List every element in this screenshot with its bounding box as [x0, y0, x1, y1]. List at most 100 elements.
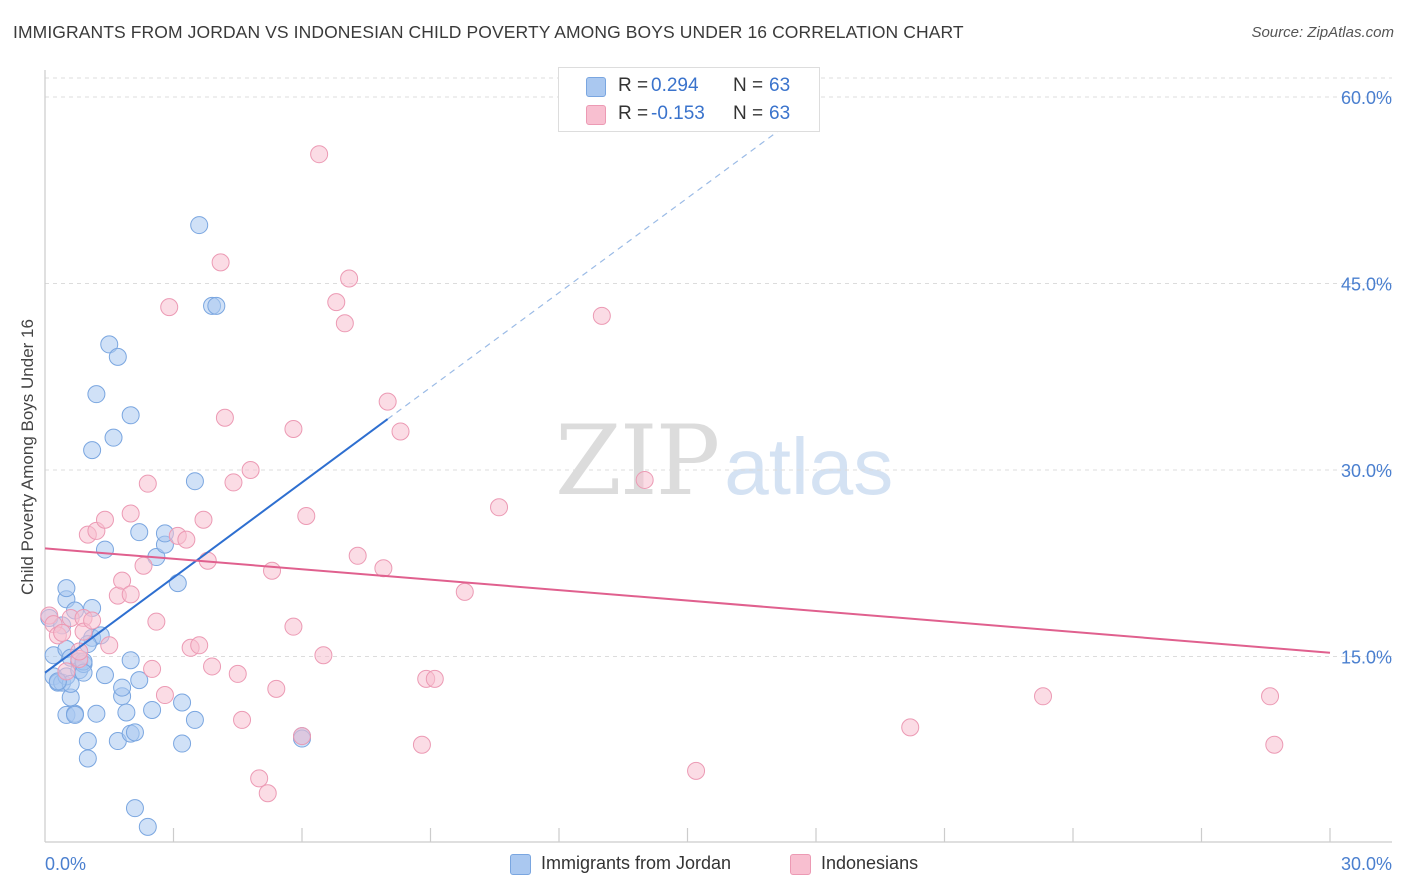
point-indonesians — [310, 145, 329, 164]
point-indonesians — [57, 662, 76, 681]
point-indonesians — [263, 561, 282, 580]
source-label: Source: ZipAtlas.com — [1251, 24, 1394, 41]
point-jordan — [100, 335, 119, 354]
point-indonesians — [250, 769, 269, 788]
point-indonesians — [177, 530, 196, 549]
y-tick-label: 60.0% — [1341, 88, 1392, 108]
trend-line-jordan — [44, 418, 389, 674]
point-jordan — [173, 734, 192, 753]
stats-legend: R = 0.294 N = 63 R = -0.153 N = 63 — [558, 67, 820, 132]
point-jordan — [185, 710, 204, 729]
legend-label-jordan: Immigrants from Jordan — [541, 853, 732, 873]
point-indonesians — [233, 710, 252, 729]
point-indonesians — [95, 510, 114, 529]
point-jordan — [87, 704, 106, 723]
data-points — [40, 145, 1284, 836]
point-jordan — [121, 651, 140, 670]
point-jordan — [168, 574, 187, 593]
stats-row-jordan: R = 0.294 N = 63 — [559, 73, 819, 99]
indonesians-legend-swatch — [790, 854, 811, 875]
n-value: 63 — [769, 75, 791, 96]
point-indonesians — [194, 510, 213, 529]
r-label: R = — [618, 75, 649, 96]
point-jordan — [95, 540, 114, 559]
n-label: N = — [733, 75, 764, 96]
point-indonesians — [155, 686, 174, 705]
point-indonesians — [1034, 687, 1053, 706]
point-indonesians — [267, 679, 286, 698]
point-indonesians — [1265, 735, 1284, 754]
point-indonesians — [314, 646, 333, 665]
jordan-legend-swatch — [510, 854, 531, 875]
point-indonesians — [215, 408, 234, 427]
point-jordan — [83, 441, 102, 460]
trend-lines — [44, 102, 1331, 674]
point-jordan — [57, 579, 76, 598]
point-jordan — [78, 749, 97, 768]
y-tick-label: 30.0% — [1341, 461, 1392, 481]
point-indonesians — [687, 761, 706, 780]
point-jordan — [108, 347, 127, 366]
point-jordan — [125, 799, 144, 818]
watermark-atlas: atlas — [724, 422, 894, 511]
point-indonesians — [211, 253, 230, 272]
point-indonesians — [147, 612, 166, 631]
point-indonesians — [160, 298, 179, 317]
point-indonesians — [901, 718, 920, 737]
point-indonesians — [635, 470, 654, 489]
point-jordan — [138, 817, 157, 836]
point-jordan — [130, 671, 149, 690]
indonesians-swatch — [586, 105, 606, 125]
point-jordan — [130, 523, 149, 542]
point-indonesians — [284, 419, 303, 438]
point-jordan — [125, 723, 144, 742]
point-jordan — [87, 385, 106, 404]
legend-label-indonesians: Indonesians — [821, 853, 919, 873]
point-jordan — [104, 428, 123, 447]
point-indonesians — [490, 498, 509, 517]
point-indonesians — [592, 306, 611, 325]
point-jordan — [143, 700, 162, 719]
point-jordan — [190, 216, 209, 235]
chart-title: IMMIGRANTS FROM JORDAN VS INDONESIAN CHI… — [13, 22, 964, 42]
r-value: 0.294 — [651, 75, 699, 96]
point-indonesians — [1261, 687, 1280, 706]
jordan-swatch — [586, 77, 606, 97]
axes — [44, 70, 1392, 843]
point-indonesians — [378, 392, 397, 411]
point-indonesians — [412, 735, 431, 754]
point-indonesians — [70, 642, 89, 661]
point-indonesians — [391, 422, 410, 441]
point-indonesians — [340, 269, 359, 288]
trend-line-jordan-extension — [387, 102, 817, 420]
tick-labels: 15.0% 30.0% 45.0% 60.0% 0.0% 30.0% — [45, 88, 1392, 874]
point-indonesians — [83, 611, 102, 630]
stats-row-indonesians: R = -0.153 N = 63 — [559, 101, 819, 127]
point-jordan — [207, 296, 226, 315]
point-jordan — [65, 705, 84, 724]
series-legend: Immigrants from Jordan Indonesians — [0, 852, 1406, 878]
point-indonesians — [455, 582, 474, 601]
point-indonesians — [53, 623, 72, 642]
n-label: N = — [733, 103, 764, 124]
point-jordan — [78, 732, 97, 751]
watermark: ZIPatlas — [555, 405, 893, 517]
point-indonesians — [134, 556, 153, 575]
point-indonesians — [348, 546, 367, 565]
grid-lines — [45, 77, 1392, 657]
point-indonesians — [121, 585, 140, 604]
point-jordan — [113, 678, 132, 697]
point-indonesians — [143, 659, 162, 678]
r-label: R = — [618, 103, 649, 124]
point-jordan — [185, 472, 204, 491]
point-indonesians — [100, 636, 119, 655]
y-tick-label: 45.0% — [1341, 275, 1392, 295]
point-jordan — [173, 693, 192, 712]
trend-line-indonesians — [44, 547, 1331, 654]
point-indonesians — [258, 784, 277, 803]
point-indonesians — [284, 617, 303, 636]
point-indonesians — [335, 314, 354, 333]
point-indonesians — [190, 636, 209, 655]
point-jordan — [117, 703, 136, 722]
